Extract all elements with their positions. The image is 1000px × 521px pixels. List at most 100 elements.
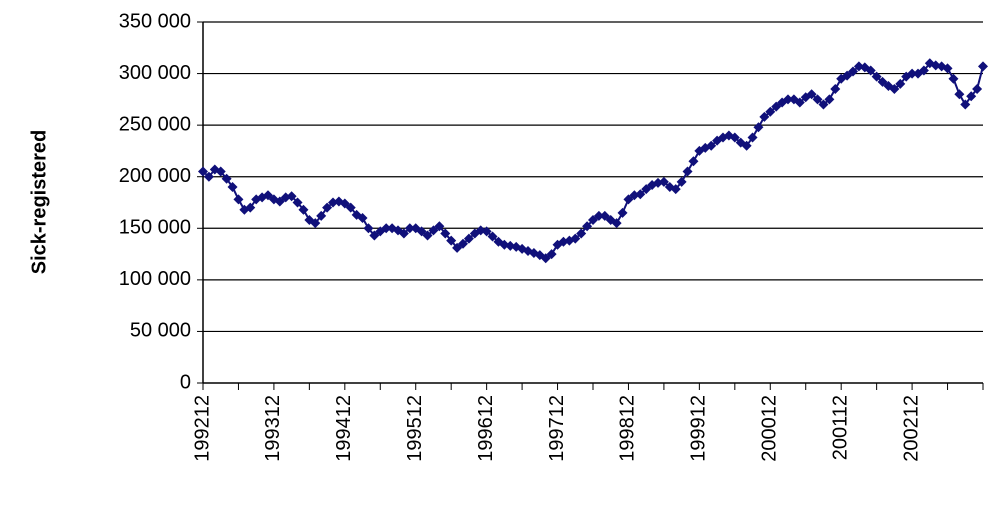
marker xyxy=(877,76,888,87)
marker xyxy=(812,94,823,105)
x-tick-label: 199412 xyxy=(333,395,355,462)
marker xyxy=(771,101,782,112)
marker xyxy=(617,207,628,218)
y-tick-label: 150 000 xyxy=(119,217,191,239)
y-tick-label: 350 000 xyxy=(119,10,191,32)
marker xyxy=(806,89,817,100)
marker xyxy=(487,231,498,242)
y-tick-label: 100 000 xyxy=(119,268,191,290)
marker xyxy=(599,210,610,221)
marker xyxy=(588,215,598,226)
marker xyxy=(889,84,900,95)
marker xyxy=(948,73,959,84)
marker xyxy=(363,223,374,234)
marker xyxy=(458,238,468,249)
marker xyxy=(818,99,829,110)
x-tick-label: 199912 xyxy=(688,395,710,462)
marker xyxy=(428,225,439,236)
marker xyxy=(540,253,551,264)
marker xyxy=(918,65,929,76)
y-tick-label: 200 000 xyxy=(119,165,191,187)
marker xyxy=(357,212,368,223)
marker xyxy=(292,197,303,208)
marker xyxy=(274,196,285,207)
marker xyxy=(960,99,971,110)
marker xyxy=(263,190,273,201)
marker xyxy=(310,218,321,229)
y-tick-label: 300 000 xyxy=(119,62,191,84)
marker xyxy=(706,140,717,151)
x-tick-label: 199312 xyxy=(262,395,284,462)
x-tick-label: 200112 xyxy=(829,395,851,460)
marker xyxy=(670,184,681,195)
x-tick-label: 199212 xyxy=(191,395,213,462)
marker xyxy=(729,132,740,143)
marker xyxy=(623,194,634,205)
y-tick-label: 0 xyxy=(180,371,191,393)
x-tick-label: 200012 xyxy=(759,395,781,462)
marker xyxy=(404,223,415,234)
marker xyxy=(221,173,232,184)
marker xyxy=(381,223,392,234)
y-tick-label: 50 000 xyxy=(130,320,191,342)
marker xyxy=(339,198,350,209)
marker xyxy=(528,248,539,259)
marker xyxy=(765,106,776,117)
marker xyxy=(753,122,764,133)
marker xyxy=(972,84,983,95)
marker xyxy=(203,171,214,182)
marker xyxy=(759,111,770,122)
marker xyxy=(907,68,918,79)
marker xyxy=(570,233,581,244)
marker xyxy=(322,202,333,213)
marker xyxy=(345,202,356,213)
x-tick-label: 199812 xyxy=(617,395,639,462)
marker xyxy=(676,176,687,187)
marker xyxy=(842,70,853,81)
marker xyxy=(635,189,646,200)
marker xyxy=(741,140,752,151)
x-tick-label: 199712 xyxy=(546,395,568,462)
marker xyxy=(215,166,226,177)
marker xyxy=(830,84,841,95)
marker xyxy=(895,78,906,89)
marker xyxy=(422,230,433,241)
marker xyxy=(463,233,474,244)
marker xyxy=(871,71,882,82)
marker xyxy=(452,242,463,253)
marker xyxy=(824,94,835,105)
marker xyxy=(658,176,669,187)
marker xyxy=(688,156,699,167)
marker xyxy=(611,218,622,229)
marker xyxy=(546,249,557,260)
marker xyxy=(593,210,604,221)
marker xyxy=(286,191,297,202)
marker xyxy=(316,210,327,221)
marker xyxy=(865,65,876,76)
marker xyxy=(369,230,380,241)
marker xyxy=(682,166,693,177)
marker xyxy=(848,66,858,77)
marker xyxy=(416,226,427,237)
marker xyxy=(434,221,445,232)
marker xyxy=(298,204,309,215)
marker xyxy=(481,226,492,237)
marker xyxy=(576,228,587,239)
marker xyxy=(245,202,256,213)
marker xyxy=(942,63,953,74)
marker xyxy=(233,194,244,205)
marker xyxy=(954,89,965,100)
marker xyxy=(446,235,457,246)
marker xyxy=(227,182,238,193)
marker xyxy=(398,228,409,239)
marker xyxy=(641,184,652,195)
marker xyxy=(794,97,805,108)
marker xyxy=(966,91,977,102)
y-axis-label: Sick-registered xyxy=(28,130,50,275)
x-tick-label: 200212 xyxy=(900,395,922,462)
marker xyxy=(978,61,988,72)
marker xyxy=(747,132,758,143)
marker xyxy=(783,94,793,105)
x-tick-label: 199512 xyxy=(404,395,426,462)
